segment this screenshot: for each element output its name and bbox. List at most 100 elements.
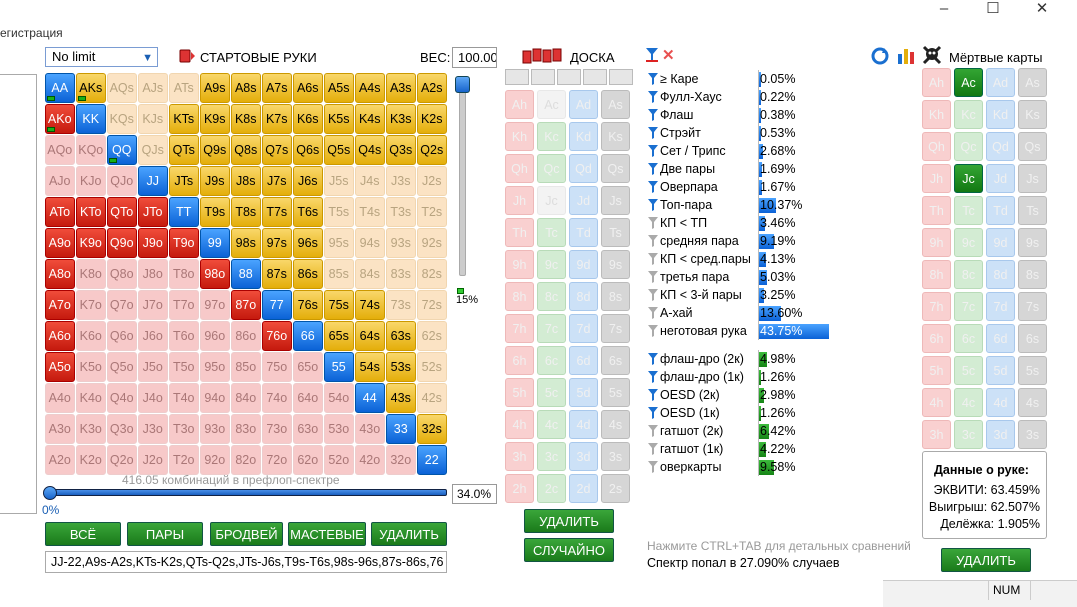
- board-card[interactable]: 5d: [569, 378, 598, 407]
- board-card[interactable]: 5h: [505, 378, 534, 407]
- dead-card[interactable]: 5h: [922, 356, 951, 385]
- hand-cell[interactable]: T3o: [169, 414, 199, 444]
- hand-cell[interactable]: Q6o: [107, 321, 137, 351]
- hand-cell[interactable]: QQ: [107, 135, 137, 165]
- dead-card[interactable]: 6s: [1018, 324, 1047, 353]
- hand-cell[interactable]: Q4o: [107, 383, 137, 413]
- stat-row[interactable]: Флаш 0.38%: [646, 106, 846, 124]
- range-vertical-slider[interactable]: [459, 80, 466, 276]
- dead-card[interactable]: Qs: [1018, 132, 1047, 161]
- refresh-icon[interactable]: [871, 47, 889, 65]
- hand-cell[interactable]: 64s: [355, 321, 385, 351]
- board-slot[interactable]: [583, 69, 607, 85]
- hand-cell[interactable]: 84s: [355, 259, 385, 289]
- board-card[interactable]: 7c: [537, 314, 566, 343]
- hand-cell[interactable]: 65o: [293, 352, 323, 382]
- board-card[interactable]: 9d: [569, 250, 598, 279]
- dead-card[interactable]: 6h: [922, 324, 951, 353]
- hand-cell[interactable]: J8o: [138, 259, 168, 289]
- dead-card[interactable]: Tc: [954, 196, 983, 225]
- board-card[interactable]: 9h: [505, 250, 534, 279]
- hand-cell[interactable]: 98s: [231, 228, 261, 258]
- range-text-input[interactable]: JJ-22,A9s-A2s,KTs-K2s,QTs-Q2s,JTs-J6s,T9…: [45, 551, 447, 573]
- hand-cell[interactable]: 55: [324, 352, 354, 382]
- delete-range-button[interactable]: УДАЛИТЬ: [371, 522, 447, 546]
- dead-card[interactable]: 4h: [922, 388, 951, 417]
- hand-cell[interactable]: Q4s: [355, 135, 385, 165]
- hand-cell[interactable]: Q3s: [386, 135, 416, 165]
- hand-cell[interactable]: K4o: [76, 383, 106, 413]
- stat-row[interactable]: КП < сред.пары 4.13%: [646, 250, 846, 268]
- hand-cell[interactable]: J6o: [138, 321, 168, 351]
- filter-icon[interactable]: [648, 353, 658, 365]
- hand-cell[interactable]: 92s: [417, 228, 447, 258]
- hand-cell[interactable]: T6o: [169, 321, 199, 351]
- dead-card[interactable]: Th: [922, 196, 951, 225]
- dead-card[interactable]: 5d: [986, 356, 1015, 385]
- filter-icon[interactable]: [648, 407, 658, 419]
- hand-cell[interactable]: A6s: [293, 73, 323, 103]
- stat-row[interactable]: гатшот (2к) 6.42%: [646, 422, 846, 440]
- hand-cell[interactable]: 99: [200, 228, 230, 258]
- hand-cell[interactable]: JTs: [169, 166, 199, 196]
- hand-cell[interactable]: 63s: [386, 321, 416, 351]
- dead-card[interactable]: Kh: [922, 100, 951, 129]
- board-card[interactable]: Ts: [601, 218, 630, 247]
- dead-card[interactable]: 6d: [986, 324, 1015, 353]
- hand-cell[interactable]: 52s: [417, 352, 447, 382]
- stat-row[interactable]: Оверпара 1.67%: [646, 178, 846, 196]
- hand-cell[interactable]: A9s: [200, 73, 230, 103]
- hand-cell[interactable]: K5o: [76, 352, 106, 382]
- hand-cell[interactable]: 85o: [231, 352, 261, 382]
- dead-card[interactable]: Ac: [954, 68, 983, 97]
- dead-card[interactable]: 7h: [922, 292, 951, 321]
- filter-icon[interactable]: [648, 127, 658, 139]
- board-card[interactable]: 4d: [569, 410, 598, 439]
- board-card[interactable]: 4h: [505, 410, 534, 439]
- hand-cell[interactable]: AQs: [107, 73, 137, 103]
- hand-cell[interactable]: QJo: [107, 166, 137, 196]
- stat-row[interactable]: ≥ Каре 0.05%: [646, 70, 846, 88]
- board-slot[interactable]: [609, 69, 633, 85]
- filter-icon[interactable]: [648, 73, 658, 85]
- stat-row[interactable]: КП < ТП 3.46%: [646, 214, 846, 232]
- hand-cell[interactable]: 82s: [417, 259, 447, 289]
- hand-cell[interactable]: 95s: [324, 228, 354, 258]
- hand-cell[interactable]: AKo: [45, 104, 75, 134]
- hand-cell[interactable]: Q2o: [107, 445, 137, 475]
- hand-cell[interactable]: 33: [386, 414, 416, 444]
- dead-card[interactable]: Kd: [986, 100, 1015, 129]
- hand-cell[interactable]: A9o: [45, 228, 75, 258]
- hand-cell[interactable]: KQo: [76, 135, 106, 165]
- dead-card[interactable]: Qc: [954, 132, 983, 161]
- hand-cell[interactable]: 42o: [355, 445, 385, 475]
- hand-cell[interactable]: K9o: [76, 228, 106, 258]
- dead-card[interactable]: 3h: [922, 420, 951, 449]
- stat-row[interactable]: Топ-пара 10.37%: [646, 196, 846, 214]
- board-card[interactable]: As: [601, 90, 630, 119]
- hand-cell[interactable]: 77: [262, 290, 292, 320]
- filter-icon[interactable]: [648, 109, 658, 121]
- dead-card[interactable]: Qh: [922, 132, 951, 161]
- hand-cell[interactable]: A8s: [231, 73, 261, 103]
- hand-cell[interactable]: T2s: [417, 197, 447, 227]
- hand-cell[interactable]: K3o: [76, 414, 106, 444]
- board-card[interactable]: 5s: [601, 378, 630, 407]
- hand-cell[interactable]: KTo: [76, 197, 106, 227]
- hand-cell[interactable]: ATs: [169, 73, 199, 103]
- hand-cell[interactable]: 75s: [324, 290, 354, 320]
- hand-cell[interactable]: AKs: [76, 73, 106, 103]
- hand-cell[interactable]: 62o: [293, 445, 323, 475]
- hand-cell[interactable]: K6s: [293, 104, 323, 134]
- dead-card[interactable]: Kc: [954, 100, 983, 129]
- hand-cell[interactable]: 98o: [200, 259, 230, 289]
- hand-cell[interactable]: 83s: [386, 259, 416, 289]
- filter-icon[interactable]: [648, 271, 658, 283]
- hand-cell[interactable]: A8o: [45, 259, 75, 289]
- hand-cell[interactable]: Q7o: [107, 290, 137, 320]
- board-card[interactable]: Ks: [601, 122, 630, 151]
- stat-row[interactable]: оверкарты 9.58%: [646, 458, 846, 476]
- hand-cell[interactable]: T7o: [169, 290, 199, 320]
- weight-input[interactable]: 100.00: [452, 47, 497, 68]
- hand-cell[interactable]: 52o: [324, 445, 354, 475]
